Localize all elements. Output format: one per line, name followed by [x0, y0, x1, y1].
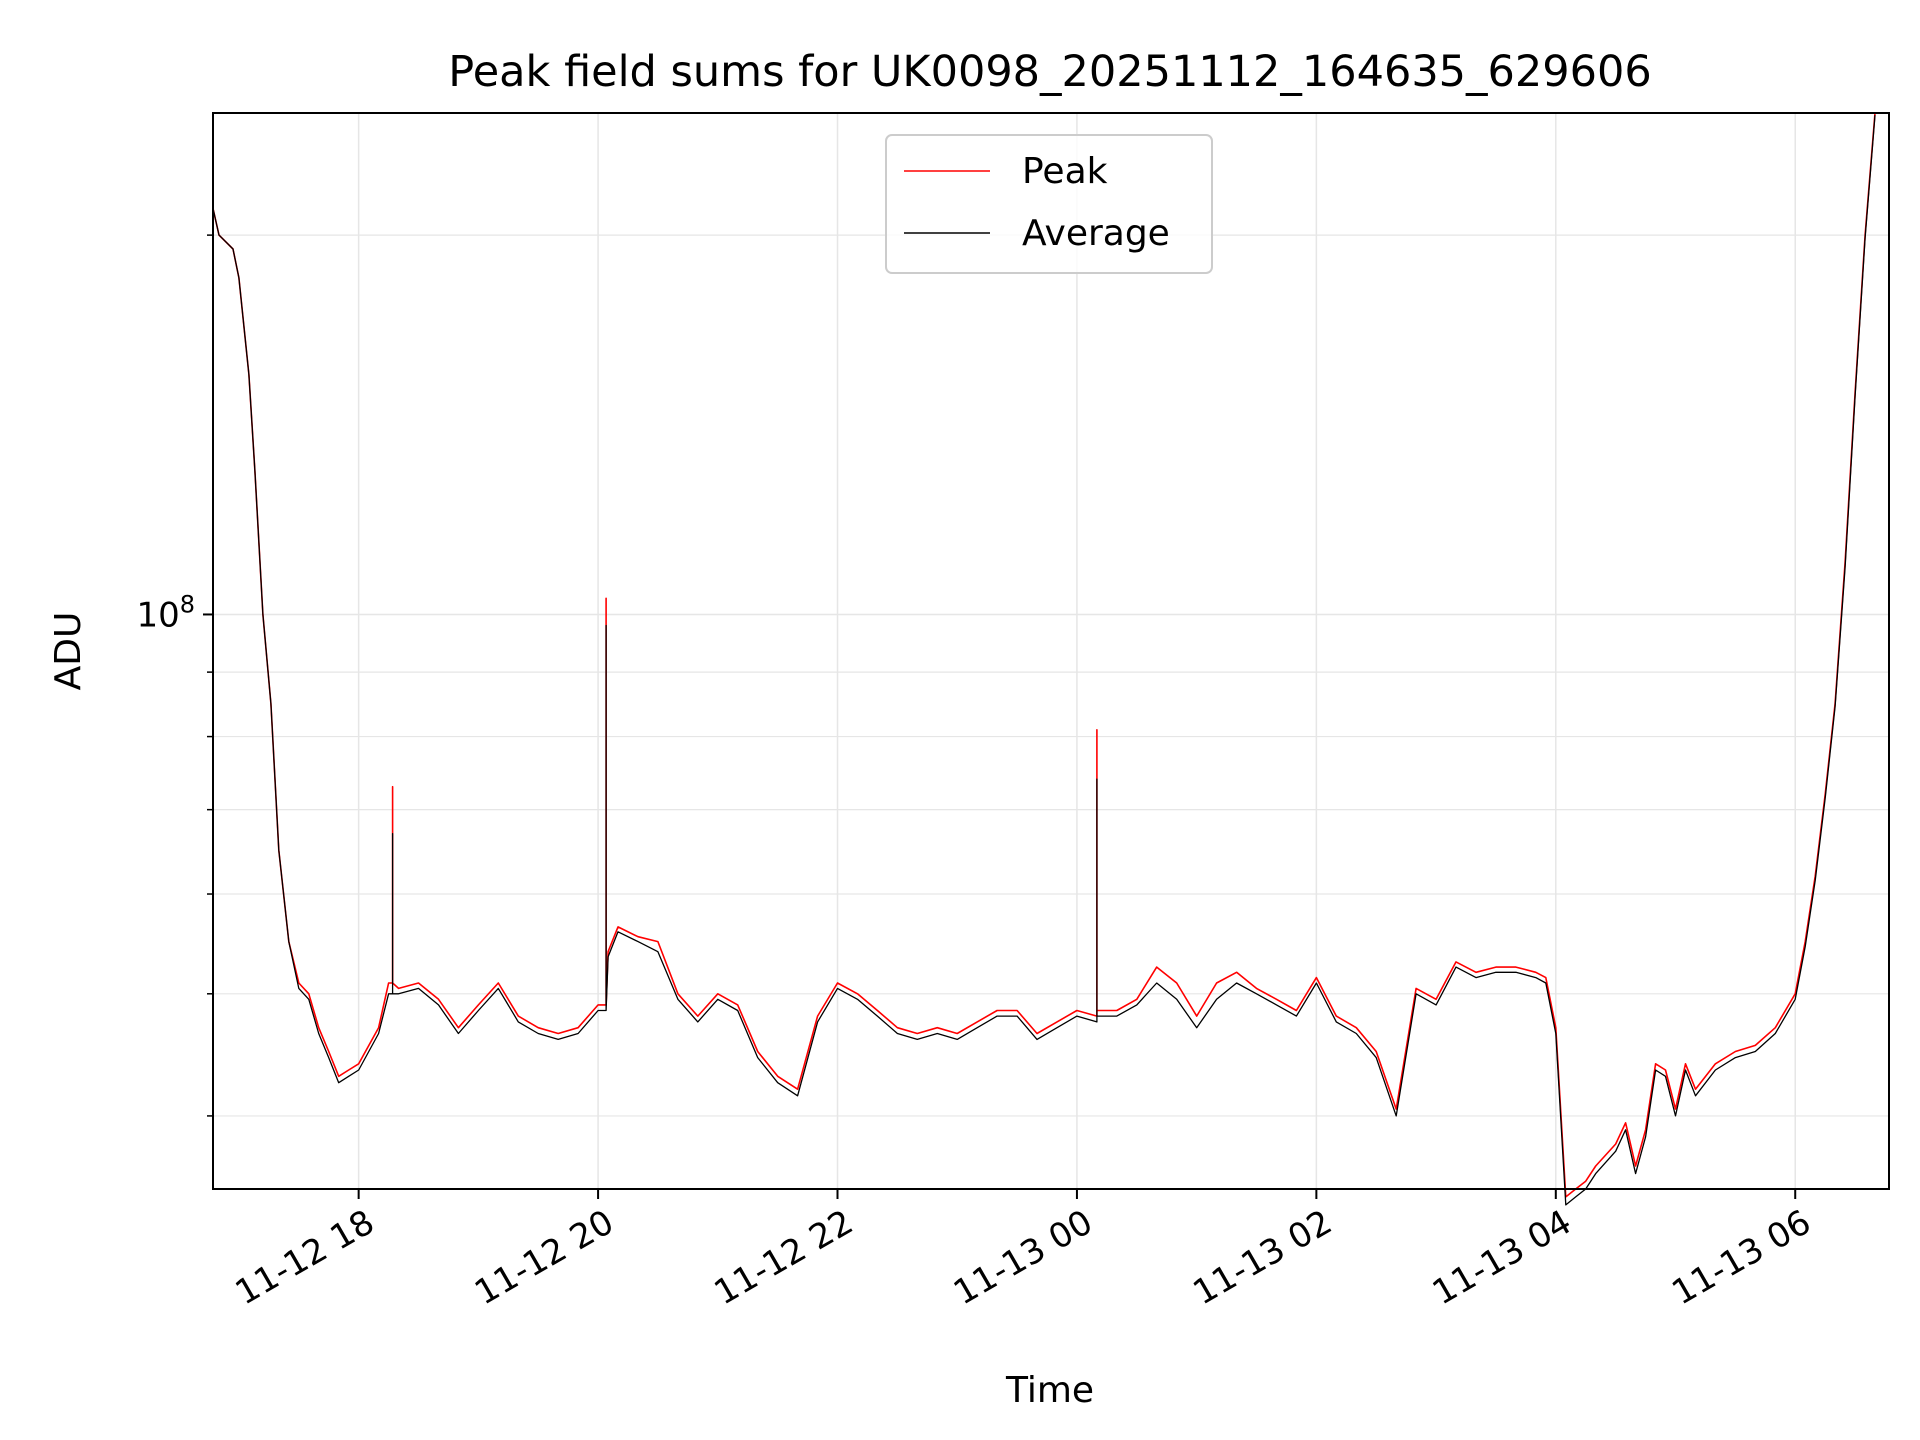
series-line-average	[212, 115, 1876, 1206]
y-axis-title: ADU	[48, 612, 89, 691]
x-axis-title: Time	[1005, 1370, 1094, 1411]
legend: Peak Average	[885, 134, 1213, 274]
chart-title: Peak field sums for UK0098_20251112_1646…	[448, 47, 1651, 97]
y-tick-label: 108	[136, 590, 195, 635]
legend-box	[885, 134, 1213, 274]
plot-frame	[212, 112, 1890, 1190]
plot-area	[212, 112, 1876, 1206]
legend-label-average: Average	[1022, 213, 1170, 254]
legend-label-peak: Peak	[1022, 151, 1108, 192]
